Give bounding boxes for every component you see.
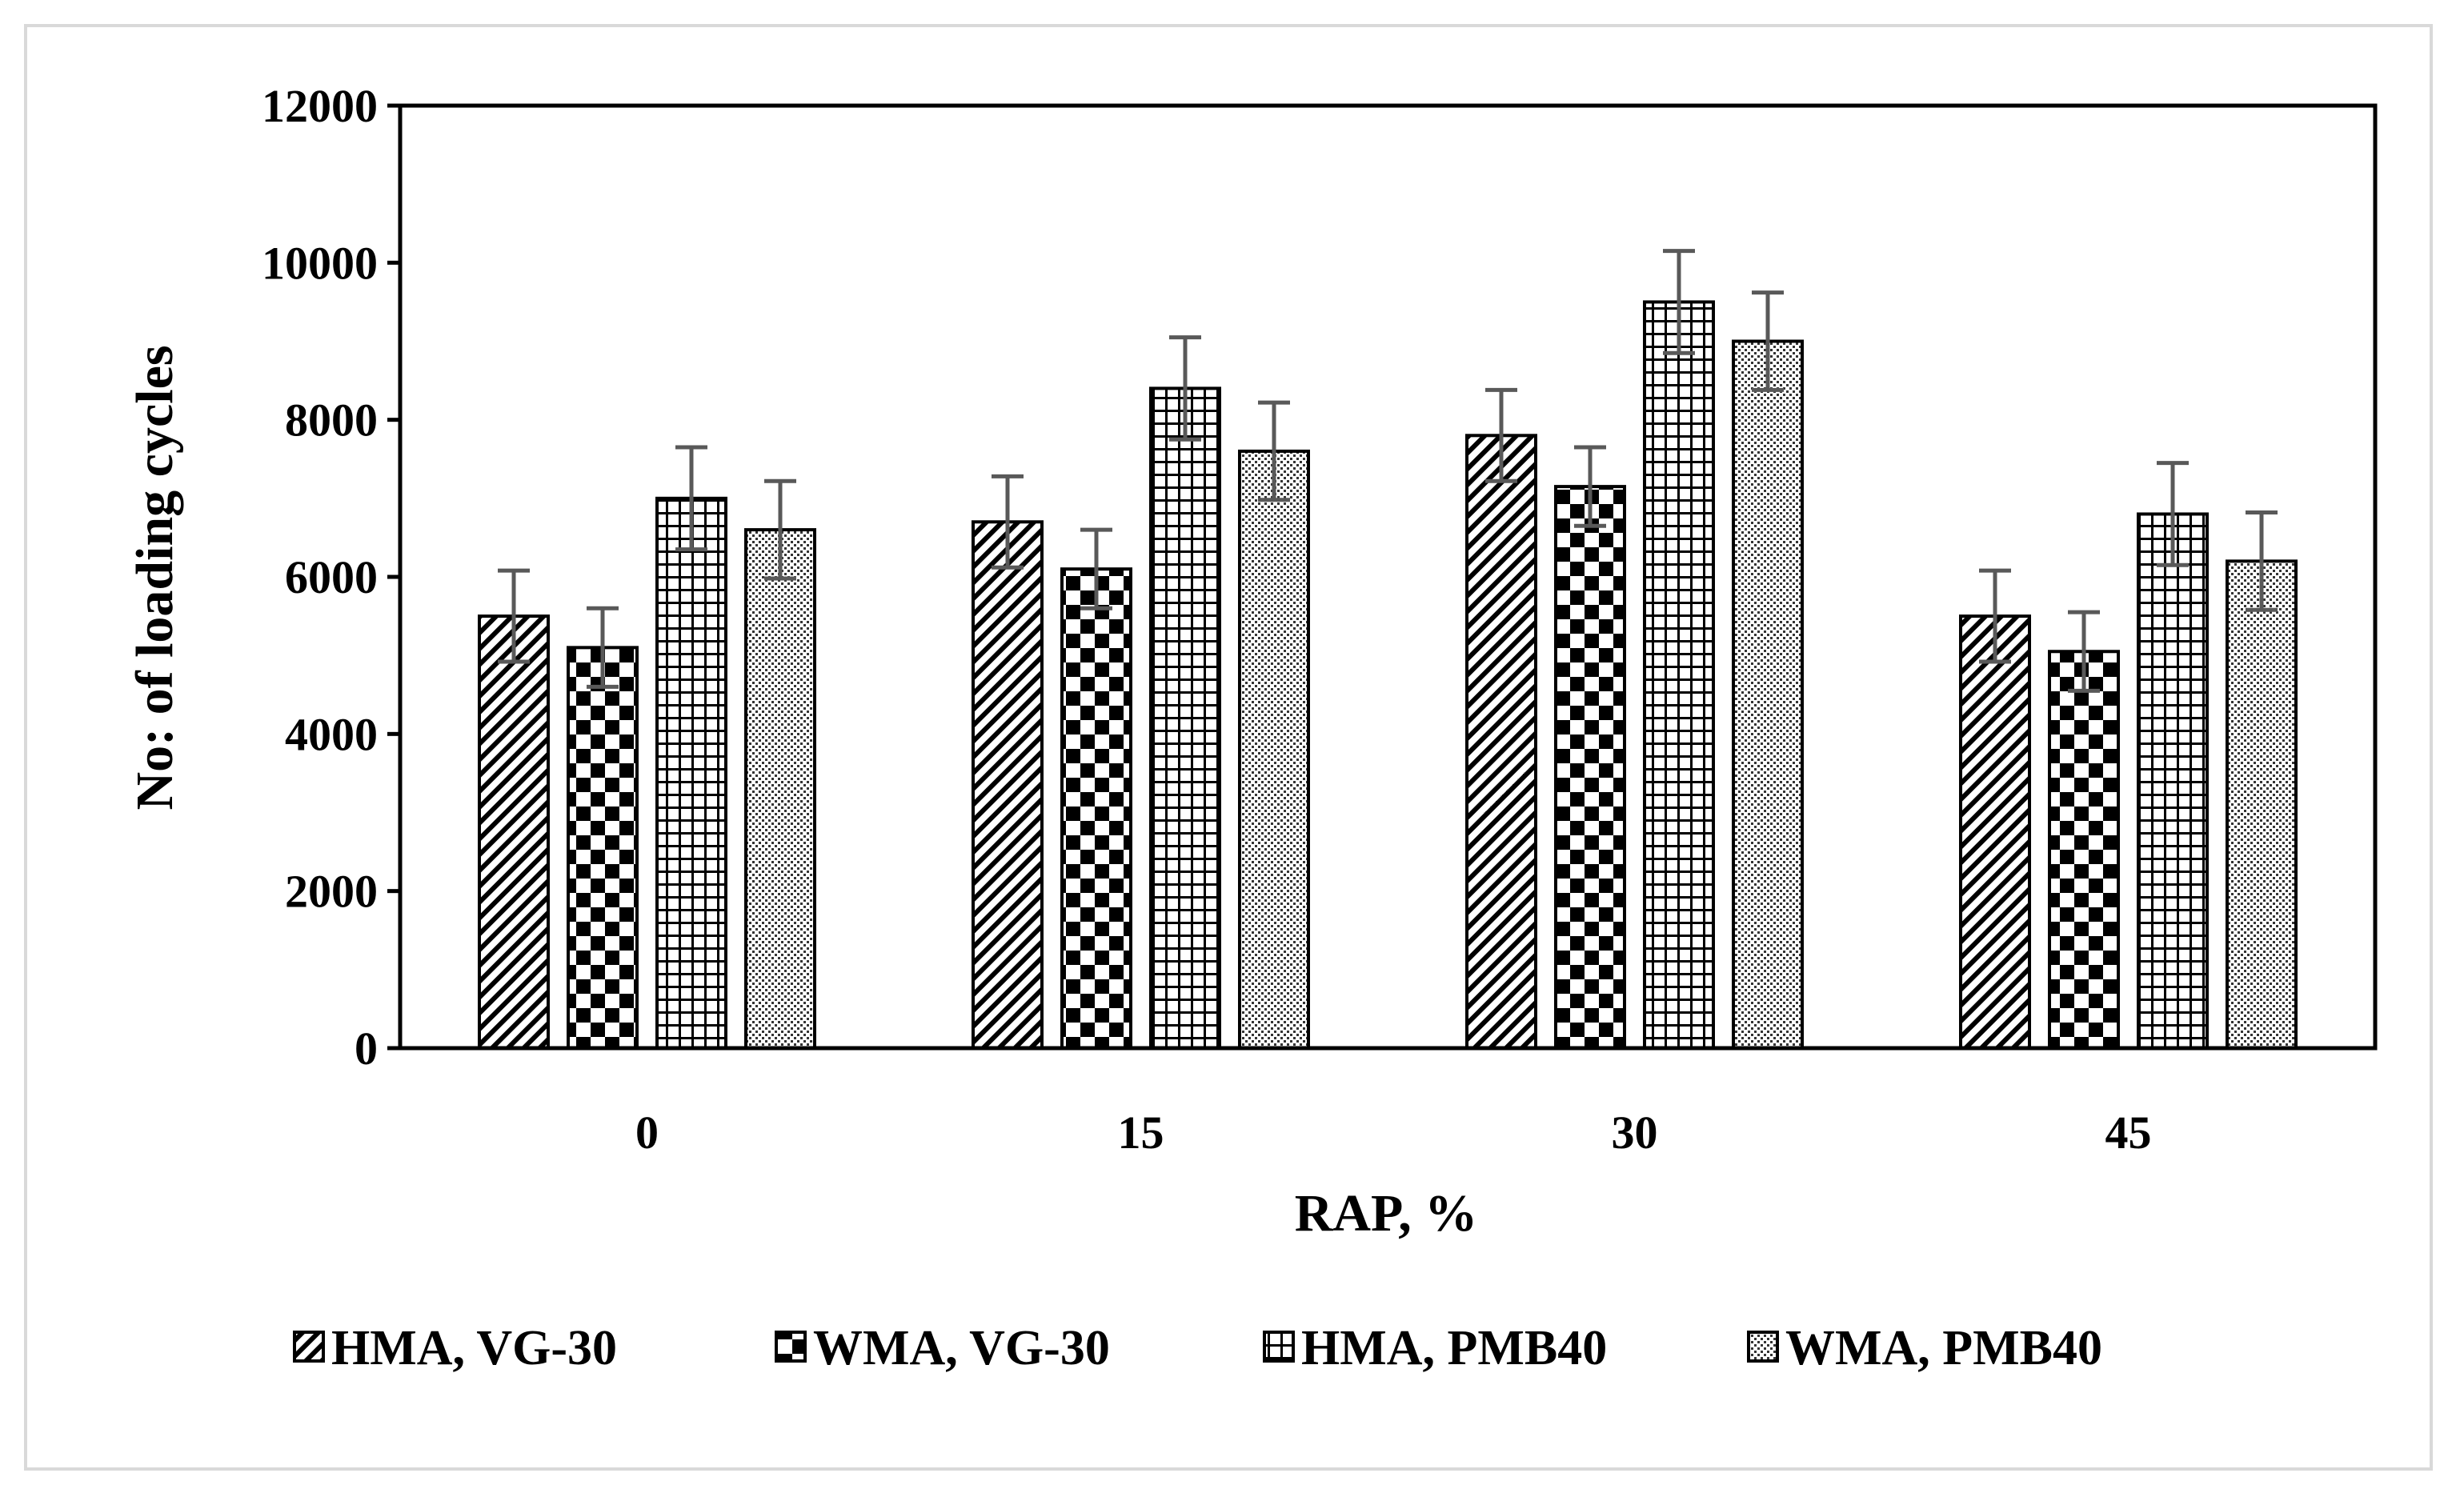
legend-swatch-grid <box>1263 1331 1295 1363</box>
error-bars-layer <box>498 249 2278 693</box>
bar-diagonal <box>1465 434 1537 1050</box>
x-tick-label: 45 <box>2105 1107 2152 1159</box>
bar-grid <box>655 496 727 1050</box>
y-axis-ticks: 0 2000 4000 6000 8000 10000 12000 <box>262 80 400 1075</box>
legend-label: HMA, PMB40 <box>1301 1321 1607 1375</box>
y-tick-label: 4000 <box>285 708 378 760</box>
legend-label: WMA, PMB40 <box>1785 1321 2102 1375</box>
bar-dots <box>744 528 816 1050</box>
legend-label: WMA, VG-30 <box>813 1321 1110 1375</box>
y-axis-label: No: of loading cycles <box>126 345 184 810</box>
bar-checker <box>2048 650 2120 1051</box>
bar-grid <box>1643 300 1715 1050</box>
legend: HMA, VG-30 WMA, VG-30 HMA, PMB40 WMA, PMB40 <box>293 1321 2102 1375</box>
legend-swatch-dots <box>1747 1331 1779 1363</box>
x-tick-label: 0 <box>635 1107 659 1159</box>
y-tick-label: 12000 <box>262 80 378 132</box>
chart-frame <box>24 24 2433 1471</box>
bar-checker <box>1554 485 1626 1050</box>
bar-grid <box>1149 386 1221 1050</box>
bar-dots <box>2226 559 2298 1050</box>
x-axis-label: RAP, % <box>1295 1184 1478 1243</box>
legend-label: HMA, VG-30 <box>331 1321 617 1375</box>
y-tick-label: 6000 <box>285 551 378 603</box>
bar-diagonal <box>478 614 550 1050</box>
bar-checker <box>1060 567 1132 1050</box>
x-axis-ticks: 0 15 30 45 <box>635 1107 2152 1159</box>
y-tick-label: 2000 <box>285 866 378 918</box>
bar-diagonal <box>972 520 1044 1050</box>
legend-swatch-diagonal <box>293 1331 325 1363</box>
bars-layer <box>478 300 2298 1051</box>
y-tick-label: 10000 <box>262 237 378 289</box>
bar-dots <box>1732 339 1804 1050</box>
x-tick-label: 30 <box>1612 1107 1658 1159</box>
y-tick-label: 0 <box>355 1023 378 1075</box>
legend-swatch-checker <box>775 1331 807 1363</box>
bar-diagonal <box>1959 614 2031 1050</box>
bar-dots <box>1238 449 1310 1050</box>
x-tick-label: 15 <box>1118 1107 1164 1159</box>
bar-grid <box>2137 512 2209 1050</box>
y-tick-label: 8000 <box>285 394 378 446</box>
bar-checker <box>567 646 639 1050</box>
